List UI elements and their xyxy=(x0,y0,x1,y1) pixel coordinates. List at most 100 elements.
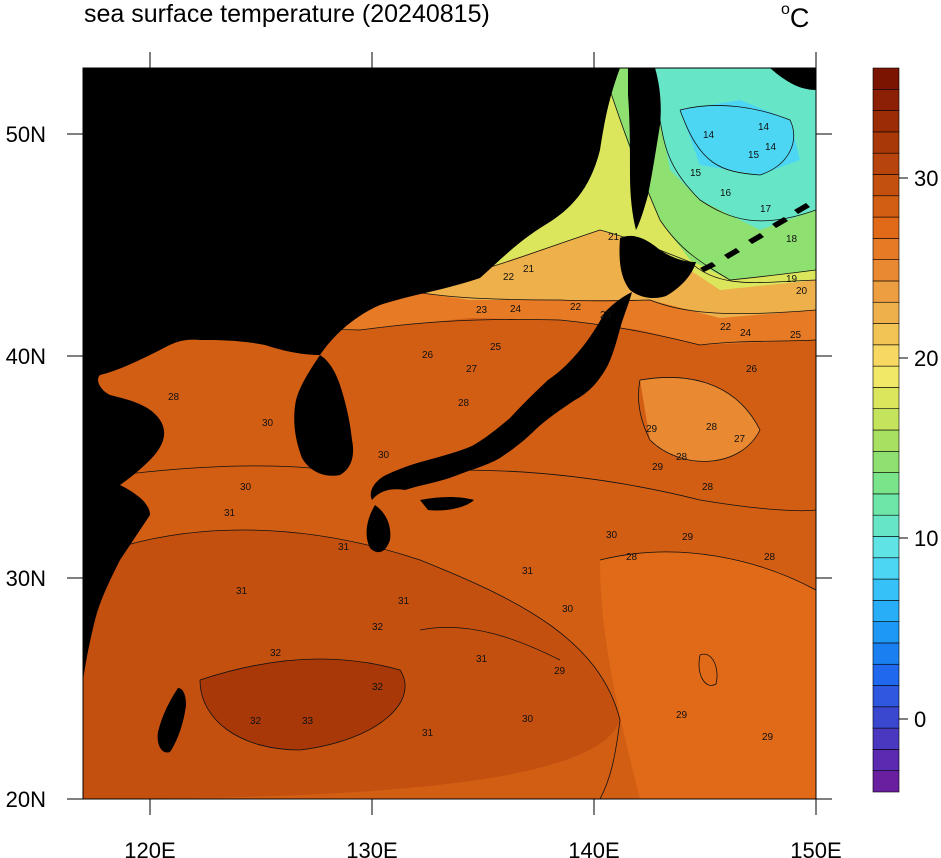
lon-tick-label: 130E xyxy=(346,838,397,858)
chart-title: sea surface temperature (20240815) xyxy=(84,0,490,28)
contour-label: 31 xyxy=(338,542,350,553)
contour-label: 28 xyxy=(676,452,688,463)
contour-label: 26 xyxy=(746,364,758,375)
contour-label-group: 14 14 14 15 15 16 17 18 19 20 21 21 22 2… xyxy=(168,122,808,743)
sst-warm-32 xyxy=(200,659,406,750)
contour-label: 20 xyxy=(796,286,808,297)
contour-label: 28 xyxy=(168,392,180,403)
contour-label: 29 xyxy=(652,462,664,473)
colorbar-swatch xyxy=(872,387,900,410)
sst-band-29 xyxy=(600,551,816,799)
colorbar-swatch xyxy=(872,110,900,133)
contour-label: 30 xyxy=(606,530,618,541)
colorbar-swatch xyxy=(872,536,900,559)
contour-label: 32 xyxy=(372,622,384,633)
colorbar-swatch xyxy=(872,323,900,346)
colorbar-swatch xyxy=(872,770,900,793)
contour-label: 30 xyxy=(378,450,390,461)
colorbar-swatch xyxy=(872,621,900,644)
colorbar-swatch xyxy=(872,557,900,580)
colorbar-label: 10 xyxy=(914,526,938,551)
contour-label: 33 xyxy=(302,716,314,727)
lon-tick-label: 120E xyxy=(124,838,175,858)
colorbar-swatch xyxy=(872,301,900,324)
contour-label: 14 xyxy=(758,122,770,133)
lon-tick-label: 140E xyxy=(568,838,619,858)
sst-band-13 xyxy=(680,100,800,175)
contour-label: 31 xyxy=(476,654,488,665)
contour-label: 27 xyxy=(466,364,478,375)
colorbar-swatch xyxy=(872,344,900,367)
contour-label: 30 xyxy=(562,604,574,615)
unit-label: oC xyxy=(781,1,810,34)
colorbar-swatch xyxy=(872,706,900,729)
colorbar-label: 0 xyxy=(914,707,926,732)
contour-label: 30 xyxy=(262,418,274,429)
contour-label: 18 xyxy=(786,234,798,245)
contour-label: 21 xyxy=(608,232,620,243)
colorbar-swatch xyxy=(872,727,900,750)
contour-label: 31 xyxy=(422,728,434,739)
contour-label: 31 xyxy=(224,508,236,519)
contour-label: 25 xyxy=(790,330,802,341)
colorbar-label: 20 xyxy=(914,346,938,371)
colorbar-swatch xyxy=(872,195,900,218)
contour-label: 28 xyxy=(626,552,638,563)
lon-tick-label: 150E xyxy=(790,838,841,858)
colorbar-swatch xyxy=(872,663,900,686)
contour-label: 32 xyxy=(270,648,282,659)
lat-tick-label: 40N xyxy=(6,344,46,369)
contour-label: 31 xyxy=(522,566,534,577)
contour-label: 22 xyxy=(503,272,515,283)
contour-label: 30 xyxy=(240,482,252,493)
colorbar-swatch xyxy=(872,238,900,260)
colorbar-swatch xyxy=(872,450,900,473)
contour-label: 28 xyxy=(764,552,776,563)
contour-label: 24 xyxy=(740,328,752,339)
colorbar-swatch xyxy=(872,174,900,197)
contour-label: 17 xyxy=(760,204,772,215)
colorbar-swatch xyxy=(872,749,900,772)
contour-label: 29 xyxy=(762,732,774,743)
colorbar-swatch xyxy=(872,493,900,516)
contour-label: 26 xyxy=(422,350,434,361)
contour-label: 31 xyxy=(236,586,248,597)
contour-label: 22 xyxy=(720,322,732,333)
contour-label: 30 xyxy=(522,714,534,725)
unit-text: C xyxy=(789,3,810,33)
colorbar-swatch xyxy=(872,514,900,537)
colorbar-swatch xyxy=(872,408,900,431)
contour-label: 15 xyxy=(748,150,760,161)
contour-label: 28 xyxy=(702,482,714,493)
colorbar-label: 30 xyxy=(914,166,938,191)
contour-label: 21 xyxy=(523,264,535,275)
colorbar-swatch xyxy=(872,67,900,90)
contour-label: 29 xyxy=(554,666,566,677)
contour-label: 32 xyxy=(250,716,262,727)
colorbar-swatch xyxy=(872,685,900,708)
contour-label: 19 xyxy=(786,274,798,285)
axis-ticks xyxy=(67,52,832,815)
contour-label: 16 xyxy=(720,188,732,199)
colorbar-swatch xyxy=(872,131,900,154)
contour-label: 24 xyxy=(510,304,522,315)
contour-label: 29 xyxy=(682,532,694,543)
degree-superscript: o xyxy=(781,1,790,18)
colorbar-swatch xyxy=(872,88,900,111)
land xyxy=(83,68,816,753)
contour-label: 28 xyxy=(458,398,470,409)
contour-label: 31 xyxy=(398,596,410,607)
colorbar-swatch xyxy=(872,365,900,388)
colorbar-swatch xyxy=(872,642,900,665)
colorbar-swatch xyxy=(872,472,900,495)
colorbar-swatch xyxy=(872,429,900,452)
colorbar-swatch xyxy=(872,259,900,282)
contour-label: 32 xyxy=(372,682,384,693)
contour-label: 28 xyxy=(706,422,718,433)
map-frame xyxy=(82,67,817,800)
colorbar xyxy=(872,67,900,793)
contour-label: 23 xyxy=(600,310,612,321)
contour-label: 14 xyxy=(703,130,715,141)
contour-label: 23 xyxy=(476,305,488,316)
